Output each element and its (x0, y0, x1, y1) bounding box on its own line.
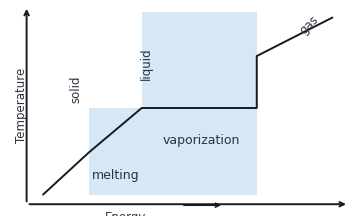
Text: gas: gas (297, 13, 321, 37)
Text: Temperature: Temperature (15, 67, 28, 143)
Text: liquid: liquid (140, 48, 153, 80)
Text: vaporization: vaporization (162, 134, 239, 147)
Text: solid: solid (69, 75, 83, 103)
Bar (142, 12, 257, 195)
Text: Energy: Energy (104, 211, 146, 216)
Text: melting: melting (92, 169, 139, 182)
Bar (89, 108, 142, 195)
